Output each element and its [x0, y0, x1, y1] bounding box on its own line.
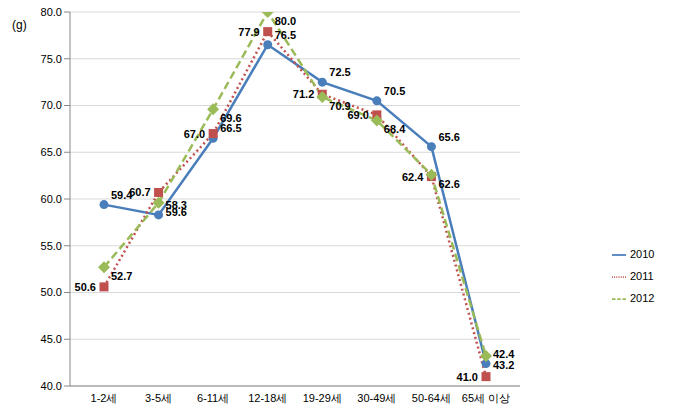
svg-text:3-5세: 3-5세: [145, 392, 172, 404]
svg-text:80.0: 80.0: [41, 8, 62, 18]
svg-text:45.0: 45.0: [41, 333, 62, 345]
svg-text:59.6: 59.6: [166, 206, 187, 218]
svg-text:80.0: 80.0: [275, 15, 296, 27]
svg-text:1-2세: 1-2세: [91, 392, 118, 404]
svg-text:77.9: 77.9: [238, 26, 259, 38]
svg-text:62.4: 62.4: [402, 171, 424, 183]
svg-text:42.4: 42.4: [493, 348, 515, 360]
html-text:2012: 2012: [630, 292, 655, 304]
svg-text:41.0: 41.0: [457, 371, 478, 383]
svg-text:60.7: 60.7: [129, 186, 150, 198]
svg-text:60.0: 60.0: [41, 193, 62, 205]
svg-text:55.0: 55.0: [41, 240, 62, 252]
svg-text:50-64세: 50-64세: [412, 392, 451, 404]
svg-text:50.0: 50.0: [41, 286, 62, 298]
svg-text:67.0: 67.0: [184, 128, 205, 140]
svg-text:12-18세: 12-18세: [248, 392, 287, 404]
svg-text:68.4: 68.4: [384, 123, 406, 135]
svg-text:19-29세: 19-29세: [303, 392, 342, 404]
svg-text:40.0: 40.0: [41, 380, 62, 392]
svg-text:6-11세: 6-11세: [197, 392, 229, 404]
svg-text:72.5: 72.5: [329, 66, 350, 78]
svg-text:59.4: 59.4: [111, 188, 133, 201]
svg-text:52.7: 52.7: [111, 270, 132, 282]
html-text:2011: 2011: [630, 270, 654, 282]
svg-text:65.6: 65.6: [438, 131, 459, 143]
svg-text:70.9: 70.9: [329, 100, 350, 112]
svg-text:70.0: 70.0: [41, 99, 62, 111]
html-text:2010: 2010: [630, 248, 655, 260]
svg-text:65세 이상: 65세 이상: [462, 392, 510, 404]
svg-text:76.5: 76.5: [275, 29, 296, 41]
svg-text:66.5: 66.5: [220, 122, 242, 135]
svg-text:75.0: 75.0: [41, 53, 62, 65]
svg-text:69.0: 69.0: [347, 108, 369, 121]
svg-text:69.6: 69.6: [220, 112, 241, 124]
svg-text:43.2: 43.2: [493, 359, 514, 371]
svg-text:65.0: 65.0: [41, 146, 62, 158]
svg-text:70.5: 70.5: [384, 85, 405, 97]
svg-text:30-49세: 30-49세: [357, 392, 396, 404]
svg-text:71.2: 71.2: [293, 88, 314, 100]
html-text:(g): (g): [12, 18, 27, 32]
svg-text:62.6: 62.6: [438, 178, 459, 190]
svg-text:50.6: 50.6: [75, 281, 96, 293]
